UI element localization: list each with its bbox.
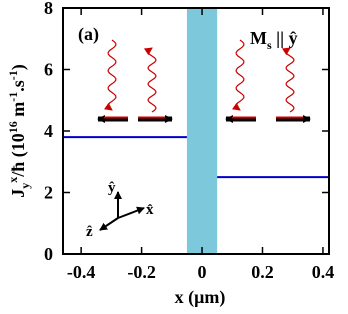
y-tick-label: 2 xyxy=(44,183,53,203)
x-tick-label: 0.4 xyxy=(312,262,335,282)
y-tick-label: 0 xyxy=(44,244,53,264)
y-tick-label: 8 xyxy=(44,0,53,18)
y-label-part: J xyxy=(8,189,28,198)
x-tick-label: -0.4 xyxy=(67,262,96,282)
y-label-part: .s xyxy=(8,80,28,92)
triad-label: x̂ xyxy=(146,202,154,218)
y-label-part: m xyxy=(8,102,28,122)
y-label-part: x xyxy=(6,177,20,183)
y-tick-label: 6 xyxy=(44,60,53,80)
coordinate-triad xyxy=(99,191,145,231)
x-axis-label: x (μm) xyxy=(175,287,226,308)
y-axis-label: Jyx/ħ (1016 m-1.s-1) xyxy=(6,64,32,198)
y-label-part: -1 xyxy=(6,92,20,102)
y-label-part: 16 xyxy=(6,121,20,133)
panel-label: (a) xyxy=(78,24,99,45)
magnetization-label-part: s xyxy=(267,38,272,52)
plot-area xyxy=(63,8,329,254)
magnetization-label: Ms || ŷ xyxy=(250,28,298,52)
x-tick-label: 0 xyxy=(198,262,207,282)
y-label-part: ) xyxy=(8,64,29,70)
magnon-wave xyxy=(281,47,295,113)
triad-label: ẑ xyxy=(86,224,93,240)
magnetization-label-part: || ŷ xyxy=(272,28,298,48)
x-tick-label: -0.2 xyxy=(127,262,156,282)
triad-label: ŷ xyxy=(108,180,116,196)
magnon-wave xyxy=(143,47,157,113)
y-label-part: -1 xyxy=(6,70,20,80)
magnon-wave xyxy=(103,39,117,111)
y-label-part: y xyxy=(18,183,32,189)
y-label-part: /ħ (10 xyxy=(8,133,29,178)
x-tick-label: 0.2 xyxy=(251,262,274,282)
triad-arrow xyxy=(117,206,145,219)
magnon-wave xyxy=(231,39,245,111)
triad-arrow xyxy=(99,217,119,231)
y-tick-label: 4 xyxy=(44,121,53,141)
magnetization-label-part: M xyxy=(250,28,267,48)
interface-band xyxy=(186,8,218,254)
